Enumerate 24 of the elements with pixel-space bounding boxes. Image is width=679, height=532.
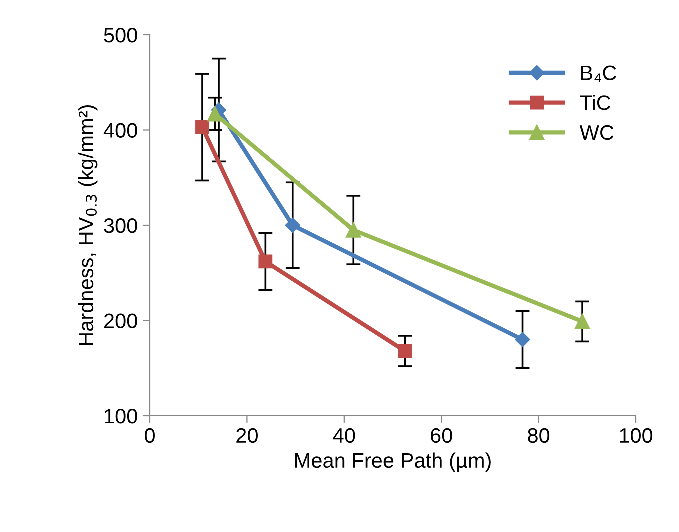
x-tick-label: 40 bbox=[333, 428, 356, 444]
point bbox=[398, 344, 412, 358]
y-tick-label: 200 bbox=[104, 314, 138, 329]
x-axis-title: Mean Free Path (µm) bbox=[296, 452, 491, 472]
y-axis-title: Hardness, HV$_{0.3}$ (kg/mm²) bbox=[78, 106, 98, 346]
point bbox=[258, 254, 273, 269]
x-tick-label: 20 bbox=[236, 428, 258, 444]
point bbox=[515, 332, 530, 348]
x-tick-label: 0 bbox=[145, 428, 155, 444]
point bbox=[346, 222, 362, 238]
x-tick-label: 80 bbox=[528, 428, 550, 444]
legend-label: WC bbox=[580, 125, 614, 140]
y-tick-label: 500 bbox=[104, 28, 138, 43]
x-tick-label: 60 bbox=[431, 428, 452, 444]
point bbox=[285, 218, 300, 234]
legend-label: TiC bbox=[580, 95, 611, 110]
y-tick-label: 400 bbox=[104, 123, 138, 138]
point bbox=[574, 314, 590, 330]
point bbox=[196, 120, 210, 134]
y-tick-label: 100 bbox=[105, 409, 138, 424]
x-tick-label: 100 bbox=[620, 428, 653, 444]
point bbox=[207, 106, 223, 122]
y-tick-label: 300 bbox=[104, 218, 138, 234]
legend-label: B₄C bbox=[582, 66, 616, 82]
